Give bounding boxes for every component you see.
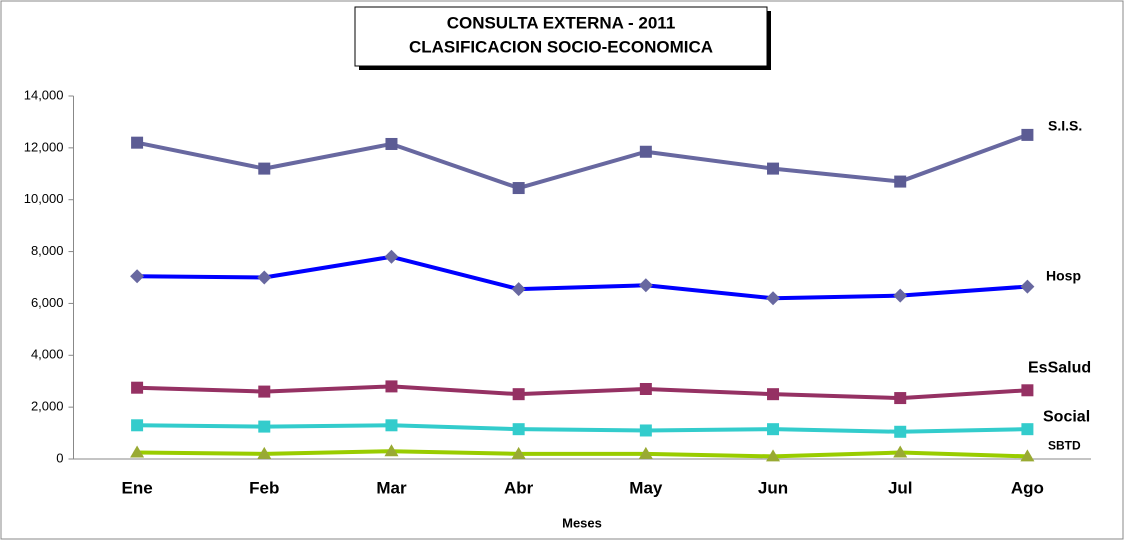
marker <box>511 446 526 459</box>
y-tick-label: 4,000 <box>31 347 64 362</box>
y-tick-label: 12,000 <box>24 139 64 154</box>
marker <box>130 269 145 284</box>
marker <box>257 270 272 285</box>
x-tick-label: Abr <box>504 478 534 497</box>
series-line <box>137 254 1028 301</box>
marker <box>1020 449 1035 462</box>
marker <box>512 423 525 436</box>
marker <box>639 424 652 437</box>
title-box <box>354 6 768 67</box>
marker <box>512 182 525 195</box>
marker <box>1020 279 1035 294</box>
marker <box>384 444 399 457</box>
marker <box>767 162 780 175</box>
y-tick-label: 0 <box>56 450 63 465</box>
marker <box>385 137 398 150</box>
y-tick-label: 10,000 <box>24 191 64 206</box>
marker <box>1021 423 1034 436</box>
marker <box>130 445 145 458</box>
marker <box>258 385 271 398</box>
marker <box>639 382 652 395</box>
series-line <box>137 384 1028 401</box>
marker <box>1021 128 1034 141</box>
series-line <box>137 449 1028 459</box>
series-label: EsSalud <box>1028 360 1091 377</box>
x-tick-label: Ago <box>1011 478 1044 497</box>
chart-title: CONSULTA EXTERNA - 2011 <box>447 13 676 32</box>
chart-title: CLASIFICACION SOCIO-ECONOMICA <box>409 37 713 56</box>
x-tick-label: Mar <box>376 478 407 497</box>
series-label: SBTD <box>1048 439 1081 453</box>
marker <box>131 419 144 432</box>
marker <box>131 136 144 149</box>
x-tick-label: Jul <box>888 478 913 497</box>
series-label: S.I.S. <box>1048 118 1082 134</box>
marker <box>893 288 908 303</box>
marker <box>638 278 653 293</box>
marker <box>767 423 780 436</box>
marker <box>131 381 144 394</box>
marker <box>893 445 908 458</box>
marker <box>1021 384 1034 397</box>
marker <box>894 392 907 405</box>
x-tick-label: Feb <box>249 478 279 497</box>
marker <box>766 291 781 306</box>
marker <box>639 145 652 158</box>
marker <box>894 425 907 438</box>
y-tick-label: 14,000 <box>24 87 64 102</box>
x-tick-label: Ene <box>122 478 153 497</box>
marker <box>258 420 271 433</box>
y-tick-label: 2,000 <box>31 399 64 414</box>
marker <box>767 388 780 401</box>
y-tick-label: 6,000 <box>31 295 64 310</box>
marker <box>258 162 271 175</box>
marker <box>766 449 781 462</box>
series-line <box>137 423 1028 434</box>
series-line <box>136 133 1029 191</box>
x-axis-label: Meses <box>562 515 602 530</box>
y-tick-label: 8,000 <box>31 243 64 258</box>
marker <box>385 419 398 432</box>
marker <box>511 282 526 297</box>
marker <box>638 446 653 459</box>
marker <box>512 388 525 401</box>
marker <box>385 380 398 393</box>
series-label: Hosp <box>1046 267 1081 283</box>
marker <box>384 249 399 264</box>
x-tick-label: Jun <box>758 478 788 497</box>
marker <box>257 446 272 459</box>
series-label: Social <box>1043 408 1090 425</box>
x-tick-label: May <box>629 478 663 497</box>
marker <box>894 175 907 188</box>
